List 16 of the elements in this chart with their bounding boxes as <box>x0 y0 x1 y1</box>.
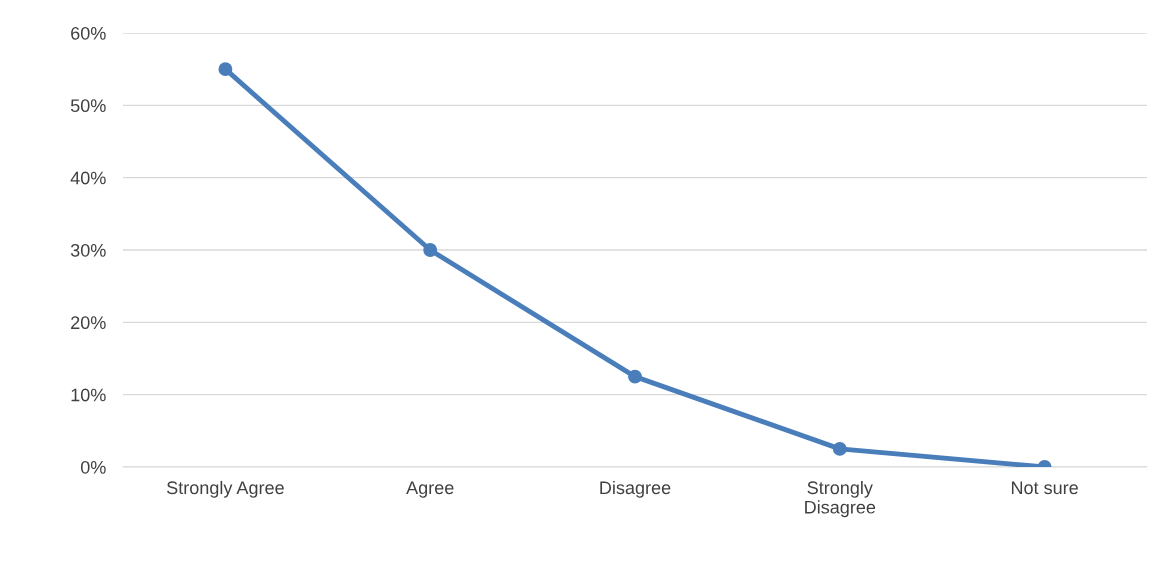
x-tick-label: Not sure <box>1011 481 1078 495</box>
y-tick-label: 50% <box>70 99 106 113</box>
y-tick-label: 10% <box>71 388 106 402</box>
x-tick-label: Disagree <box>600 480 671 498</box>
point <box>423 243 438 257</box>
y-tick-label: 30% <box>70 243 106 257</box>
point <box>832 441 847 456</box>
y-tick-label: 40% <box>70 171 106 185</box>
point <box>628 369 642 384</box>
point <box>218 62 233 77</box>
x-tick-label: Strongly Disagree <box>805 480 876 518</box>
x-tick-label: Agree <box>406 481 454 498</box>
x-tick-label: Strongly Agree <box>167 480 284 498</box>
y-tick-label: 20% <box>71 316 106 330</box>
y-tick-label: 60% <box>71 26 106 40</box>
y-tick-label: 0% <box>80 460 106 474</box>
